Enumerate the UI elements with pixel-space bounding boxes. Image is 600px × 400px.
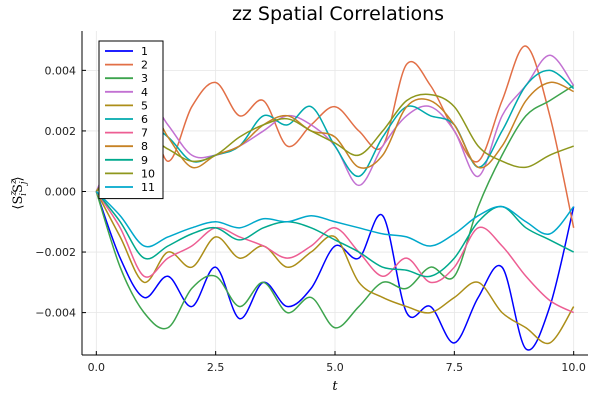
axes	[81, 31, 588, 356]
legend-label-1: 1	[141, 45, 148, 58]
series-line-6	[95, 69, 575, 192]
y-tick-label-1: 0.002	[45, 125, 77, 138]
legend-label-10: 10	[141, 167, 155, 180]
y-axis-label: ⟨SziSzj⟩	[9, 176, 29, 209]
x-tick-label-2: 5.0	[326, 361, 344, 374]
chart-title: zz Spatial Correlations	[232, 3, 444, 25]
legend-label-2: 2	[141, 59, 148, 72]
legend-label-7: 7	[141, 127, 148, 140]
legend-label-6: 6	[141, 113, 148, 126]
legend-label-5: 5	[141, 99, 148, 112]
legend-label-3: 3	[141, 72, 148, 85]
series-line-7	[95, 191, 575, 314]
legend-label-9: 9	[141, 154, 148, 167]
x-tick-label-4: 10.0	[561, 361, 586, 374]
series-line-8	[95, 81, 574, 192]
x-tick-label-3: 7.5	[446, 361, 464, 374]
y-tick-label-3: −0.002	[35, 246, 76, 259]
x-axis-label: t	[332, 379, 338, 394]
legend-label-4: 4	[141, 86, 148, 99]
legend-label-8: 8	[141, 140, 148, 153]
svg-text:⟨SziSzj⟩: ⟨SziSzj⟩	[9, 176, 29, 209]
x-tick-label-0: 0.0	[88, 361, 106, 374]
series-lines	[95, 45, 575, 351]
series-line-11	[95, 190, 575, 248]
y-tick-label-4: −0.004	[35, 307, 76, 320]
series-line-10	[95, 93, 574, 193]
legend-label-11: 11	[141, 181, 155, 194]
tick-labels: 0.0 2.5 5.0 7.5 10.0 0.004 0.002 0.000 −0.002 −0.…	[35, 64, 586, 374]
series-line-3	[95, 84, 575, 330]
x-tick-label-1: 2.5	[207, 361, 225, 374]
y-tick-label-2: 0.000	[45, 185, 77, 198]
y-tick-label-0: 0.004	[45, 64, 77, 77]
grid	[82, 31, 588, 355]
